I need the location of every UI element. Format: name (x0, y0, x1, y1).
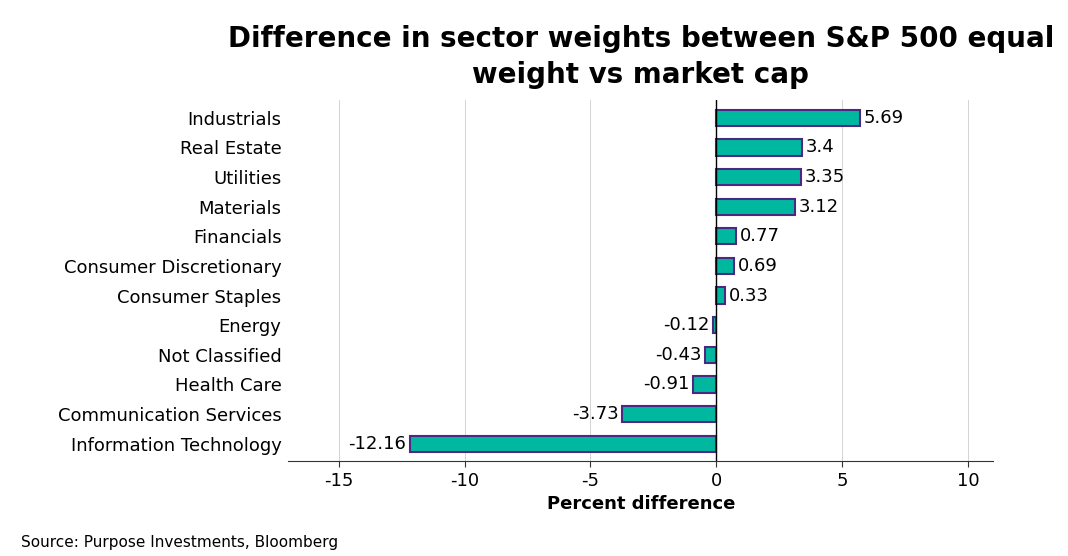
Bar (717, 169, 801, 185)
Text: 3.4: 3.4 (805, 138, 834, 156)
Bar (717, 198, 795, 215)
Text: 0.33: 0.33 (728, 286, 768, 305)
Bar (717, 110, 860, 126)
Bar (717, 287, 724, 304)
X-axis label: Percent difference: Percent difference (547, 495, 735, 513)
Text: -3.73: -3.73 (571, 405, 618, 423)
Text: 3.12: 3.12 (799, 198, 838, 216)
Text: -0.91: -0.91 (643, 375, 690, 394)
Text: -0.43: -0.43 (656, 346, 702, 364)
Text: 0.77: 0.77 (739, 227, 780, 245)
Text: Source: Purpose Investments, Bloomberg: Source: Purpose Investments, Bloomberg (21, 535, 339, 550)
Text: 3.35: 3.35 (804, 168, 845, 186)
Text: 0.69: 0.69 (738, 257, 778, 275)
Text: -12.16: -12.16 (348, 435, 407, 453)
Bar (410, 435, 717, 452)
Bar (717, 228, 736, 245)
Text: -0.12: -0.12 (663, 316, 709, 334)
Text: 5.69: 5.69 (863, 109, 904, 127)
Bar (706, 347, 717, 363)
Bar (713, 317, 717, 334)
Bar (717, 258, 734, 274)
Title: Difference in sector weights between S&P 500 equal
weight vs market cap: Difference in sector weights between S&P… (227, 24, 1054, 90)
Bar (623, 406, 717, 422)
Bar (717, 140, 802, 156)
Bar (693, 376, 717, 393)
